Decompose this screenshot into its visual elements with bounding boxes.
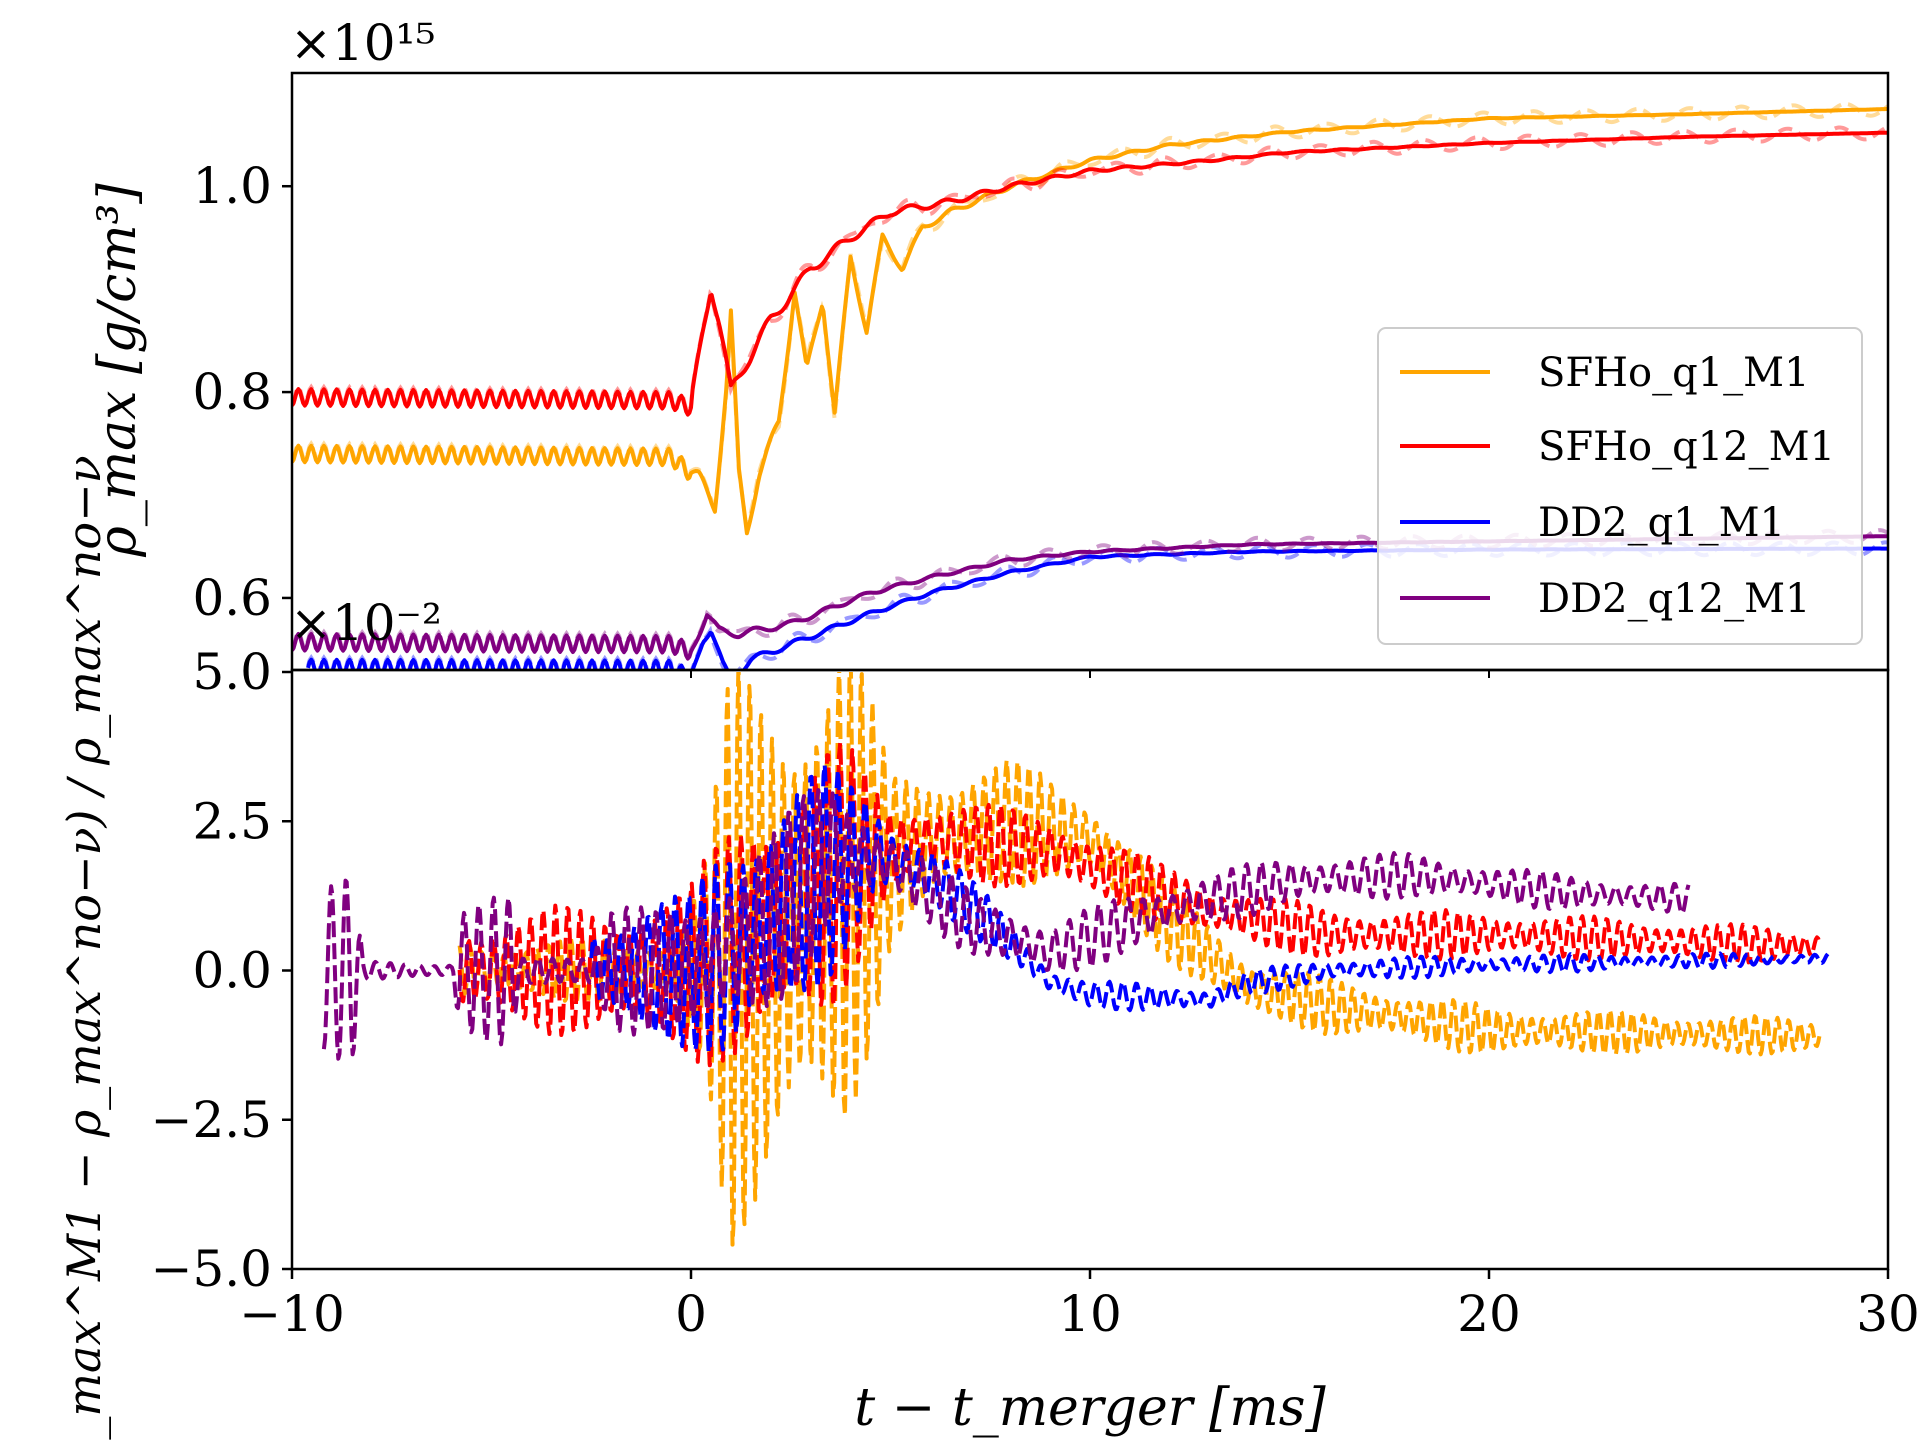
top-series-sfho-q1-m1 <box>292 107 1888 536</box>
bottom-series-dd2-q1-m1 <box>589 763 1830 1054</box>
bottom-multiplier: ×10⁻² <box>290 594 442 652</box>
bottom-y-axis-title: (ρ_max^M1 − ρ_max^no−ν) / ρ_max^no−ν <box>57 455 111 1440</box>
bottom-ytick-label: 0.0 <box>192 942 272 1000</box>
xtick-label: 30 <box>1856 1285 1920 1343</box>
legend-label-dd2-q12: DD2_q12_M1 <box>1538 576 1811 622</box>
legend-label-sfho-q1: SFHo_q1_M1 <box>1538 350 1810 396</box>
legend-label-dd2-q1: DD2_q1_M1 <box>1538 500 1785 546</box>
bottom-ytick-label: 2.5 <box>192 792 272 850</box>
top-multiplier: ×10¹⁵ <box>290 14 436 72</box>
bottom-ytick-label: −2.5 <box>151 1091 272 1149</box>
xtick-label: 20 <box>1457 1285 1521 1343</box>
legend-label-sfho-q12: SFHo_q12_M1 <box>1538 424 1835 470</box>
bottom-ytick-label: 5.0 <box>192 643 272 701</box>
top-y-axis-title: ρ_max [g/cm³] <box>88 183 148 558</box>
top-ytick-label: 0.6 <box>192 569 272 627</box>
legend-frame <box>1377 327 1863 645</box>
bottom-series-sfho-q12-m1 <box>457 741 1822 1068</box>
xtick-label: 10 <box>1058 1285 1122 1343</box>
bottom-ytick-label: −5.0 <box>151 1240 272 1298</box>
top-ytick-label: 0.8 <box>192 363 272 421</box>
bottom-series-dd2-q12-m1 <box>321 788 1691 1061</box>
top-series-sfho-q12-m1 <box>292 130 1888 417</box>
legend: SFHo_q1_M1 SFHo_q12_M1 DD2_q1_M1 DD2_q12… <box>1377 327 1863 645</box>
x-axis-title: t − t_merger [ms] <box>854 1378 1326 1438</box>
tick-marks: 0.6 0.8 1.0 −5.0 −2.5 0.0 2.5 5.0 −10 0 10 20 30 <box>151 157 1920 1343</box>
top-ytick-label: 1.0 <box>192 157 272 215</box>
xtick-label: −10 <box>239 1285 345 1343</box>
xtick-label: 0 <box>675 1285 707 1343</box>
bottom-panel-plot-area <box>321 672 1830 1247</box>
